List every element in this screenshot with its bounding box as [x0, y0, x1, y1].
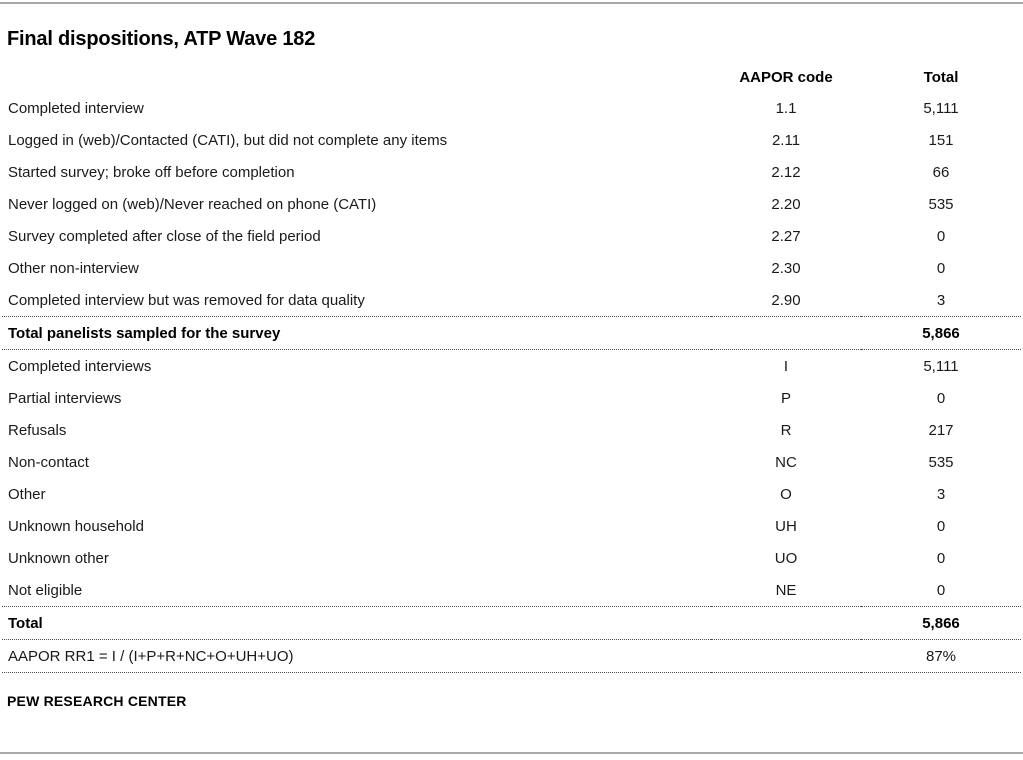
row-total: 0 [936, 227, 946, 245]
row-code: NE [775, 581, 797, 599]
table-row: Partial interviews P 0 [2, 382, 1021, 414]
row-code: R [780, 421, 792, 439]
table-row: Unknown other UO 0 [2, 542, 1021, 574]
row-label: Logged in (web)/Contacted (CATI), but di… [8, 131, 448, 149]
row-code: 2.90 [771, 291, 801, 309]
row-code: 2.20 [771, 195, 801, 213]
table-row: Refusals R 217 [2, 414, 1021, 446]
row-label: Refusals [8, 421, 67, 439]
row-total: 5,111 [923, 99, 959, 117]
row-total: 217 [928, 421, 954, 439]
row-label: Partial interviews [8, 389, 122, 407]
table-row: Non-contact NC 535 [2, 446, 1021, 478]
row-total: 0 [936, 581, 946, 599]
row-total: 151 [928, 131, 954, 149]
row-label: Completed interview [8, 99, 144, 117]
row-label: Completed interviews [8, 357, 152, 375]
row-code: 1.1 [775, 99, 797, 117]
row-label: Non-contact [8, 453, 89, 471]
table-row-response-rate: AAPOR RR1 = I / (I+P+R+NC+O+UH+UO) 87% [2, 639, 1021, 673]
row-total: 0 [936, 259, 946, 277]
row-code: NC [775, 453, 797, 471]
row-code [711, 639, 861, 673]
row-total: 87% [861, 639, 1021, 673]
table-row: Not eligible NE 0 [2, 574, 1021, 607]
dispositions-table: AAPOR code Total Completed interview 1.1… [2, 62, 1021, 673]
row-label: Never logged on (web)/Never reached on p… [8, 195, 377, 213]
table-row: Never logged on (web)/Never reached on p… [2, 188, 1021, 220]
row-total: 535 [928, 195, 954, 213]
row-label: Total panelists sampled for the survey [2, 316, 711, 350]
row-total: 0 [936, 517, 946, 535]
table-row: Unknown household UH 0 [2, 510, 1021, 542]
row-label: Other non-interview [8, 259, 139, 277]
page-title: Final dispositions, ATP Wave 182 [7, 28, 316, 50]
row-label: Unknown household [8, 517, 144, 535]
row-total: 5,111 [923, 357, 959, 375]
row-total: 535 [928, 453, 954, 471]
row-code: UH [775, 517, 797, 535]
row-label: Other [8, 485, 46, 503]
table-row: Survey completed after close of the fiel… [2, 220, 1021, 252]
row-code [711, 606, 861, 640]
table-row: Completed interview 1.1 5,111 [2, 92, 1021, 124]
row-code: P [780, 389, 791, 407]
table-row: Logged in (web)/Contacted (CATI), but di… [2, 124, 1021, 156]
row-label: Not eligible [8, 581, 83, 599]
table-row: Other O 3 [2, 478, 1021, 510]
row-label: Started survey; broke off before complet… [8, 163, 295, 181]
row-label: Total [2, 606, 711, 640]
row-code: 2.30 [771, 259, 801, 277]
col-header-total: Total [923, 68, 959, 86]
table-row-total: Total 5,866 [2, 606, 1021, 640]
row-code: O [780, 485, 792, 503]
row-code: I [783, 357, 789, 375]
row-label: Survey completed after close of the fiel… [8, 227, 321, 245]
row-label: Unknown other [8, 549, 109, 567]
table-row: Completed interview but was removed for … [2, 284, 1021, 317]
row-total: 5,866 [861, 606, 1021, 640]
top-divider [0, 2, 1023, 4]
row-code: 2.12 [771, 163, 801, 181]
row-total: 3 [936, 485, 946, 503]
row-total: 0 [936, 389, 946, 407]
table-row-total-sampled: Total panelists sampled for the survey 5… [2, 316, 1021, 350]
table-header-row: AAPOR code Total [2, 62, 1021, 92]
table-row: Other non-interview 2.30 0 [2, 252, 1021, 284]
row-total: 3 [936, 291, 946, 309]
row-code: 2.11 [771, 131, 801, 149]
row-total: 66 [932, 163, 950, 181]
row-code: UO [774, 549, 798, 567]
source-label: PEW RESEARCH CENTER [7, 693, 187, 709]
table-row: Started survey; broke off before complet… [2, 156, 1021, 188]
row-code: 2.27 [771, 227, 801, 245]
col-header-aapor-code: AAPOR code [739, 68, 833, 86]
row-label: AAPOR RR1 = I / (I+P+R+NC+O+UH+UO) [2, 639, 711, 673]
col-header-blank [2, 62, 711, 92]
row-total: 5,866 [861, 316, 1021, 350]
row-total: 0 [936, 549, 946, 567]
row-label: Completed interview but was removed for … [8, 291, 365, 309]
row-code [711, 316, 861, 350]
bottom-divider [0, 752, 1023, 754]
table-row: Completed interviews I 5,111 [2, 350, 1021, 383]
